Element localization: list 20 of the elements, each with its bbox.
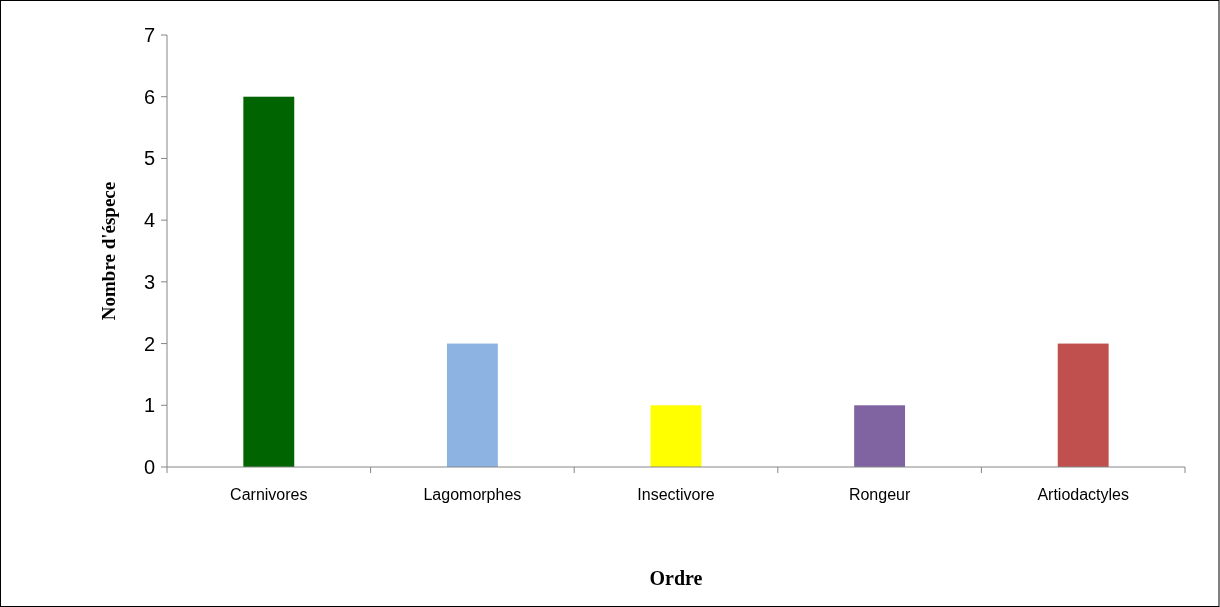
x-tick-label: Lagomorphes	[423, 486, 522, 503]
bar	[446, 343, 498, 467]
bar	[1057, 343, 1109, 467]
y-tick-label: 3	[143, 270, 155, 293]
y-axis-title: Nombre d'éspece	[98, 181, 119, 321]
x-tick-label: Rongeur	[848, 486, 911, 503]
x-axis-title: Ordre	[649, 567, 703, 589]
y-tick-label: 2	[143, 332, 155, 355]
bar	[650, 405, 702, 467]
x-tick-label: Carnivores	[230, 486, 308, 503]
y-tick-label: 7	[143, 24, 155, 46]
bar	[854, 405, 906, 467]
y-tick-label: 6	[143, 85, 155, 108]
x-tick-label: Insectivore	[637, 486, 715, 503]
y-tick-label: 0	[143, 456, 155, 478]
y-tick-label: 4	[143, 209, 155, 232]
bar	[243, 96, 295, 467]
y-tick-label: 1	[143, 394, 155, 417]
x-tick-label: Artiodactyles	[1037, 486, 1129, 503]
y-tick-label: 5	[143, 147, 155, 170]
